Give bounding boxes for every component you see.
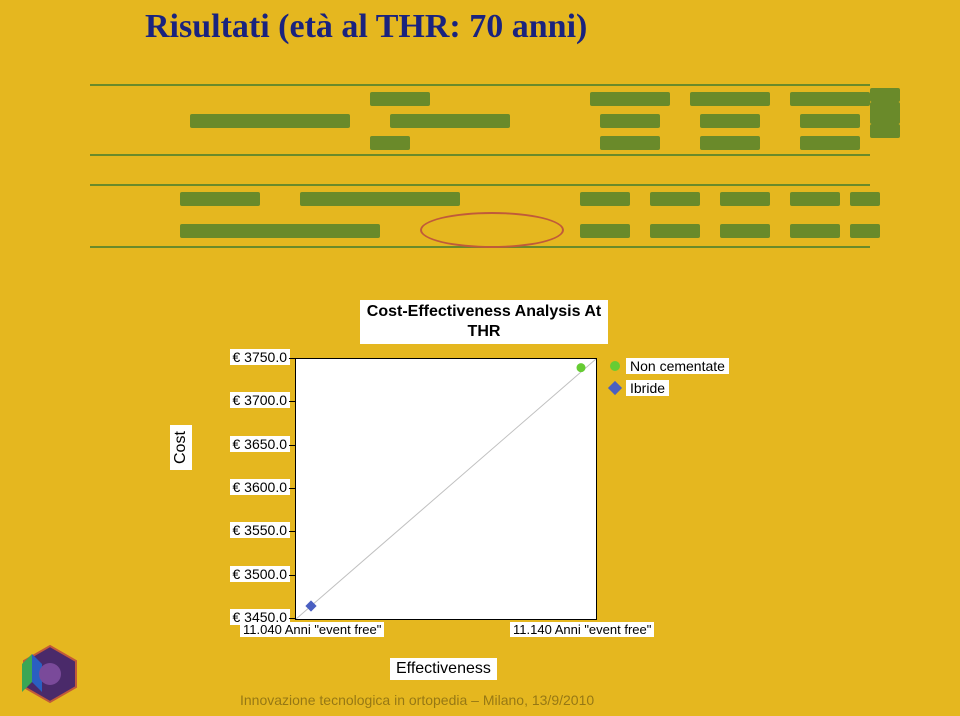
page-title: Risultati (età al THR: 70 anni) — [145, 8, 587, 46]
cost-effectiveness-chart: Cost-Effectiveness Analysis At THR Cost … — [200, 300, 760, 700]
logo-icon — [20, 644, 80, 704]
y-tick: € 3650.0 — [200, 436, 290, 452]
plot-area — [295, 358, 597, 620]
legend-item-non-cementate: Non cementate — [610, 358, 729, 374]
y-tick: € 3700.0 — [200, 392, 290, 408]
slide: { "title_text": "Risultati (età al THR: … — [0, 0, 960, 716]
legend: Non cementate Ibride — [610, 358, 729, 402]
x-axis-label: Effectiveness — [390, 658, 497, 680]
y-tick: € 3600.0 — [200, 479, 290, 495]
footer-text: Innovazione tecnologica in ortopedia – M… — [240, 692, 594, 708]
y-tick: € 3750.0 — [200, 349, 290, 365]
y-axis-label: Cost — [170, 425, 192, 470]
legend-item-ibride: Ibride — [610, 380, 729, 396]
data-table-illegible — [90, 84, 870, 254]
y-tick: € 3500.0 — [200, 566, 290, 582]
y-tick: € 3550.0 — [200, 522, 290, 538]
x-tick-0: 11.040 Anni "event free" — [240, 622, 384, 637]
x-tick-1: 11.140 Anni "event free" — [510, 622, 654, 637]
chart-title: Cost-Effectiveness Analysis At THR — [360, 300, 608, 344]
